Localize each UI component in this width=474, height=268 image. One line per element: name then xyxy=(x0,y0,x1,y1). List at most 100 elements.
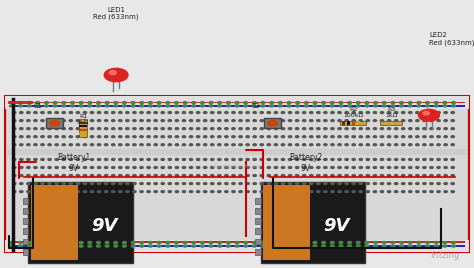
Circle shape xyxy=(304,105,308,107)
Circle shape xyxy=(430,191,433,193)
Circle shape xyxy=(444,128,447,130)
Circle shape xyxy=(168,191,172,193)
Circle shape xyxy=(154,175,157,177)
Circle shape xyxy=(317,167,320,169)
Circle shape xyxy=(55,136,58,138)
Circle shape xyxy=(409,120,412,122)
Circle shape xyxy=(182,128,186,130)
Circle shape xyxy=(45,102,48,104)
Circle shape xyxy=(148,245,152,247)
Circle shape xyxy=(380,136,383,138)
Bar xyxy=(255,218,261,224)
Circle shape xyxy=(444,159,447,161)
Circle shape xyxy=(53,102,57,104)
Circle shape xyxy=(111,175,115,177)
Circle shape xyxy=(347,245,351,247)
Circle shape xyxy=(345,167,348,169)
Circle shape xyxy=(253,144,256,146)
Circle shape xyxy=(352,128,356,130)
Text: LED2
Red (633nm): LED2 Red (633nm) xyxy=(429,32,474,46)
Circle shape xyxy=(352,175,356,177)
Circle shape xyxy=(401,112,405,114)
Circle shape xyxy=(345,144,348,146)
Circle shape xyxy=(148,105,152,107)
Circle shape xyxy=(48,120,51,122)
Circle shape xyxy=(225,175,228,177)
Circle shape xyxy=(161,167,164,169)
Circle shape xyxy=(232,191,235,193)
Circle shape xyxy=(91,112,94,114)
Circle shape xyxy=(347,102,351,104)
Circle shape xyxy=(203,183,207,185)
Circle shape xyxy=(408,102,412,104)
Circle shape xyxy=(104,120,108,122)
Circle shape xyxy=(55,167,58,169)
Circle shape xyxy=(260,112,264,114)
Circle shape xyxy=(98,144,101,146)
Circle shape xyxy=(190,120,193,122)
Circle shape xyxy=(210,183,214,185)
Circle shape xyxy=(304,245,308,247)
Circle shape xyxy=(451,120,455,122)
Circle shape xyxy=(302,144,306,146)
Circle shape xyxy=(339,241,343,244)
Circle shape xyxy=(62,128,65,130)
Circle shape xyxy=(48,175,51,177)
Circle shape xyxy=(253,136,256,138)
Circle shape xyxy=(409,183,412,185)
Circle shape xyxy=(324,159,327,161)
Circle shape xyxy=(182,191,186,193)
Circle shape xyxy=(140,120,143,122)
Circle shape xyxy=(338,112,341,114)
Circle shape xyxy=(324,144,327,146)
Circle shape xyxy=(140,105,144,107)
Circle shape xyxy=(209,102,213,104)
Circle shape xyxy=(246,136,249,138)
Bar xyxy=(79,133,87,135)
Circle shape xyxy=(261,245,265,247)
Circle shape xyxy=(203,144,207,146)
Circle shape xyxy=(434,245,438,247)
Circle shape xyxy=(182,120,186,122)
Circle shape xyxy=(317,136,320,138)
Circle shape xyxy=(133,183,136,185)
Circle shape xyxy=(62,183,65,185)
Circle shape xyxy=(302,112,306,114)
Circle shape xyxy=(331,128,334,130)
Circle shape xyxy=(394,120,398,122)
Circle shape xyxy=(281,112,284,114)
Circle shape xyxy=(105,105,109,107)
Circle shape xyxy=(12,144,16,146)
Circle shape xyxy=(166,102,170,104)
Circle shape xyxy=(451,175,455,177)
Circle shape xyxy=(114,245,118,247)
Circle shape xyxy=(218,128,221,130)
Circle shape xyxy=(91,136,94,138)
Circle shape xyxy=(111,183,115,185)
Bar xyxy=(31,185,78,260)
Circle shape xyxy=(239,191,242,193)
Circle shape xyxy=(62,105,66,107)
Circle shape xyxy=(55,128,58,130)
Circle shape xyxy=(356,241,360,244)
Circle shape xyxy=(227,241,230,244)
Circle shape xyxy=(98,175,101,177)
Circle shape xyxy=(401,159,405,161)
Bar xyxy=(255,249,261,255)
Circle shape xyxy=(104,128,108,130)
Circle shape xyxy=(12,120,16,122)
Circle shape xyxy=(154,128,157,130)
Circle shape xyxy=(48,191,51,193)
Circle shape xyxy=(182,136,186,138)
Circle shape xyxy=(175,120,179,122)
Circle shape xyxy=(324,175,327,177)
Circle shape xyxy=(452,245,456,247)
Circle shape xyxy=(235,245,239,247)
Circle shape xyxy=(111,128,115,130)
Circle shape xyxy=(88,245,91,247)
Circle shape xyxy=(387,159,391,161)
Circle shape xyxy=(380,120,383,122)
Circle shape xyxy=(147,159,150,161)
Circle shape xyxy=(352,183,356,185)
Circle shape xyxy=(296,102,300,104)
